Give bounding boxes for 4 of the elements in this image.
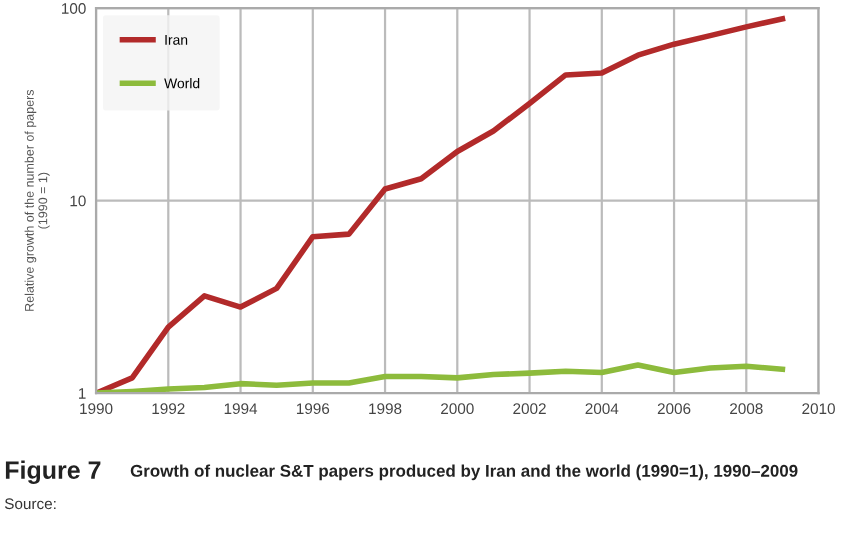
line-series: [96, 16, 786, 394]
caption: Figure 7: [5, 460, 101, 484]
text: Growth of nuclear S&T papers produced by Iran and the world (1990=1), 1990–2009: [130, 464, 798, 481]
line-series: [96, 362, 786, 394]
